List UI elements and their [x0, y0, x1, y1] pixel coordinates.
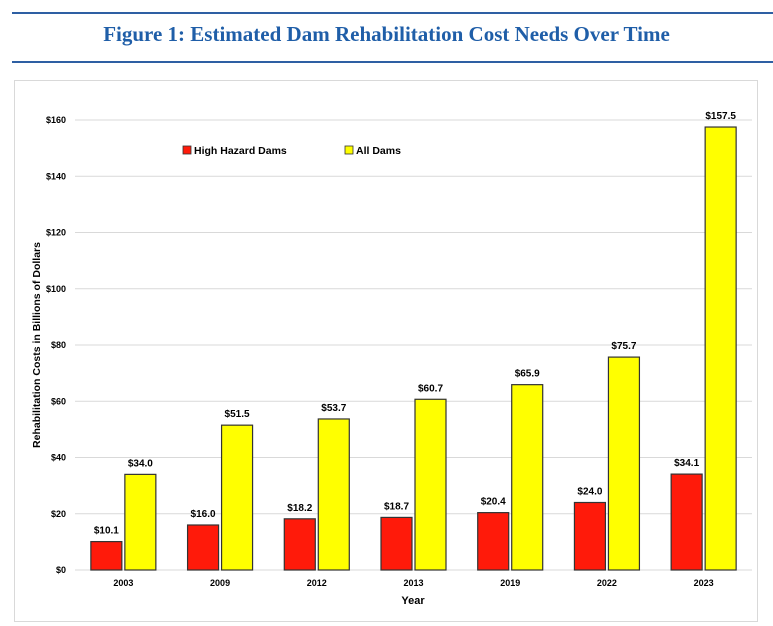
data-label: $10.1: [94, 526, 119, 537]
data-label: $157.5: [705, 111, 736, 122]
data-label: $51.5: [225, 409, 250, 420]
data-label: $18.2: [287, 503, 312, 514]
legend-label: All Dams: [356, 145, 401, 157]
y-axis-title: Rehabilitation Costs in Billions of Doll…: [31, 242, 43, 448]
data-label: $16.0: [191, 509, 216, 520]
bar-all-dams: [607, 356, 641, 571]
data-label: $65.9: [515, 369, 540, 380]
x-tick-label: 2023: [694, 578, 714, 588]
bar-all-dams: [317, 418, 350, 571]
y-tick-label: $120: [46, 228, 66, 238]
bar-high-hazard: [670, 473, 703, 571]
x-tick-label: 2022: [597, 578, 617, 588]
bar-high-hazard: [573, 501, 607, 571]
x-tick-label: 2003: [113, 578, 133, 588]
bar-high-hazard: [380, 516, 413, 571]
bar-all-dams: [414, 398, 447, 571]
data-label: $53.7: [321, 403, 346, 414]
bottom-rule: [12, 61, 773, 63]
data-label: $60.7: [418, 383, 443, 394]
bar-high-hazard: [186, 524, 220, 571]
legend-swatch: [182, 145, 192, 155]
legend-label: High Hazard Dams: [194, 145, 287, 157]
data-label: $20.4: [481, 497, 506, 508]
y-tick-label: $40: [51, 453, 66, 463]
x-tick-label: 2013: [403, 578, 423, 588]
y-tick-label: $160: [46, 115, 66, 125]
data-label: $34.1: [674, 458, 699, 469]
bar-high-hazard: [90, 540, 123, 571]
y-tick-label: $0: [56, 565, 66, 575]
data-label: $34.0: [128, 458, 153, 469]
data-label: $24.0: [577, 487, 602, 498]
y-tick-label: $100: [46, 284, 66, 294]
bar-all-dams: [704, 126, 737, 571]
bar-high-hazard: [283, 518, 316, 571]
y-tick-label: $20: [51, 509, 66, 519]
legend-swatch: [344, 145, 354, 155]
x-tick-label: 2009: [210, 578, 230, 588]
x-axis-title: Year: [401, 595, 425, 607]
x-tick-label: 2019: [500, 578, 520, 588]
bar-all-dams: [511, 384, 544, 571]
y-tick-label: $140: [46, 171, 66, 181]
chart-frame: [14, 80, 758, 622]
top-rule: [12, 12, 773, 14]
bar-high-hazard: [477, 512, 510, 571]
x-tick-label: 2012: [307, 578, 327, 588]
figure-title: Figure 1: Estimated Dam Rehabilitation C…: [103, 22, 670, 46]
y-tick-label: $80: [51, 340, 66, 350]
data-label: $18.7: [384, 501, 409, 512]
data-label: $75.7: [611, 341, 636, 352]
y-tick-label: $60: [51, 396, 66, 406]
bar-all-dams: [124, 473, 157, 571]
bar-all-dams: [220, 424, 254, 571]
